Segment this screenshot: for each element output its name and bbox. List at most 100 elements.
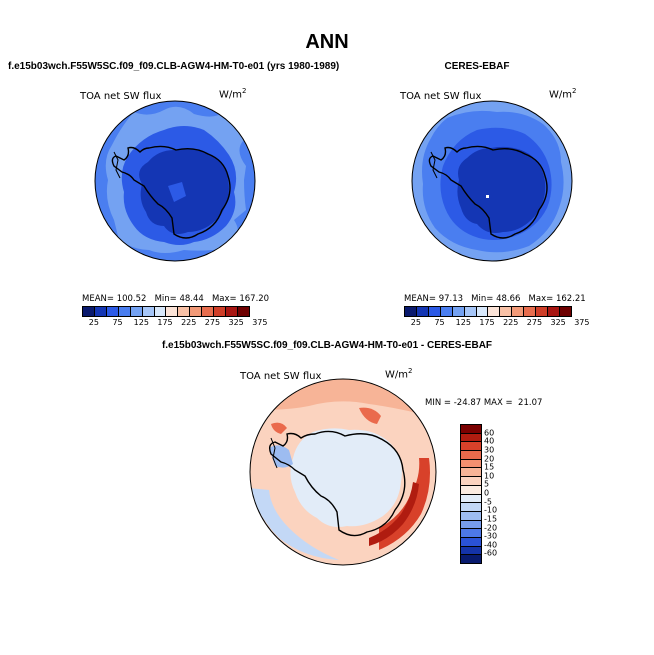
obs-map-border (411, 100, 573, 262)
diff-units-label: W/m2 (385, 367, 413, 381)
diff-colorbar-tick-label: -20 (484, 523, 498, 532)
obs-variable-label: TOA net SW flux (400, 91, 482, 102)
model-colorbar-ticks: 25 75 125 175 225 275 325 375 (82, 318, 268, 330)
diff-polar-map (249, 378, 437, 566)
obs-colorbar-tick-label: 375 (574, 318, 590, 327)
model-colorbar-swatch (166, 307, 179, 316)
diff-colorbar-swatch (461, 494, 481, 504)
obs-colorbar-swatch (488, 307, 501, 316)
diff-colorbar-tick-label: -15 (484, 514, 498, 524)
diff-minmax: MIN = -24.87 MAX = 21.07 (425, 398, 543, 408)
model-map-border (94, 100, 256, 262)
obs-colorbar-tick-label: 125 (455, 318, 471, 327)
diff-continent-neutral (290, 428, 402, 527)
model-colorbar-swatch (202, 307, 215, 316)
diff-colorbar-swatch (461, 459, 481, 469)
diff-colorbar-tick-label: -30 (484, 531, 498, 541)
diff-colorbar-tick-label: 20 (484, 454, 495, 463)
obs-colorbar-swatch (464, 307, 477, 316)
diff-north-red-patch (359, 407, 381, 424)
model-colorbar-tick-label: 175 (157, 318, 173, 327)
model-units-label: W/m2 (219, 87, 247, 101)
diff-colorbar-tick-label: 30 (484, 445, 495, 455)
obs-colorbar-swatch (524, 307, 537, 316)
model-colorbar-swatch (178, 307, 191, 316)
diff-southeast-darkred (369, 482, 419, 546)
obs-colorbar-swatch (452, 307, 465, 316)
obs-colorbar-swatch (405, 307, 417, 316)
diff-colorbar-tick-label: -5 (484, 497, 492, 507)
model-colorbar-tick-label: 25 (88, 318, 99, 327)
model-colorbar-tick-label: 375 (252, 318, 268, 327)
obs-colorbar-tick-label: 25 (410, 318, 421, 327)
model-colorbar-swatch (94, 307, 107, 316)
diff-colorbar-swatch (461, 537, 481, 547)
diff-colorbar-swatch (461, 433, 481, 443)
diff-colorbar-tick-label: 15 (484, 462, 495, 472)
model-colorbar-tick-label: 75 (112, 318, 123, 327)
diff-colorbar-swatch (461, 503, 481, 512)
obs-colorbar-tick-label: 75 (434, 318, 445, 327)
obs-missing-pixel (486, 195, 489, 198)
diff-colorbar-swatch (461, 520, 481, 530)
model-colorbar-swatch (226, 307, 238, 316)
obs-colorbar-ticks: 25 75 125 175 225 275 325 375 (404, 318, 590, 330)
obs-colorbar-tick-label: 175 (479, 318, 495, 327)
diff-colorbar-swatch (461, 546, 481, 556)
diff-map-border (249, 378, 437, 566)
diff-colorbar-tick-label: 60 (484, 428, 495, 438)
model-panel-title: f.e15b03wch.F55W5SC.f09_f09.CLB-AGW4-HM-… (8, 61, 340, 72)
model-colorbar-swatch (130, 307, 143, 316)
diff-variable-label: TOA net SW flux (240, 371, 322, 382)
model-stats: MEAN= 100.52 Min= 48.44 Max= 167.20 (82, 294, 270, 304)
diff-colorbar-swatch (461, 529, 481, 538)
model-colorbar-swatch (190, 307, 203, 316)
diff-colorbar-tick-label: 10 (484, 471, 495, 481)
obs-peninsula-islands (430, 151, 438, 179)
diff-colorbar-swatch (461, 477, 481, 486)
obs-colorbar-tick-label: 275 (526, 318, 543, 327)
obs-polar-map (411, 100, 573, 262)
model-polar-map (94, 100, 256, 262)
model-colorbar-tick-label: 325 (228, 318, 244, 327)
diff-southwest-blue (250, 488, 339, 560)
obs-colorbar-swatch (536, 307, 549, 316)
diff-antarctica-coastline (268, 430, 406, 537)
model-colorbar-tick-label: 125 (133, 318, 149, 327)
diff-colorbar-tick-label: -40 (484, 540, 498, 550)
diff-colorbar-tick-label: -60 (484, 548, 498, 558)
model-colorbar-swatch (237, 307, 249, 316)
model-colorbar-swatch (142, 307, 155, 316)
diff-northwest-red-patch (271, 422, 287, 434)
model-colorbar-tick-label: 275 (204, 318, 221, 327)
season-title: ANN (305, 31, 349, 53)
obs-colorbar (404, 306, 572, 317)
obs-units-label: W/m2 (549, 87, 577, 101)
diff-colorbar-tick-label: 0 (484, 488, 490, 498)
obs-antarctica-coastline (428, 145, 548, 239)
obs-colorbar-swatch (512, 307, 525, 316)
diff-colorbar-tick-label: 40 (484, 436, 495, 446)
obs-colorbar-swatch (428, 307, 441, 316)
diff-colorbar-swatch (461, 555, 481, 563)
model-colorbar-swatch (106, 307, 119, 316)
model-variable-label: TOA net SW flux (80, 91, 162, 102)
model-colorbar-tick-label: 225 (181, 318, 197, 327)
diff-panel-title: f.e15b03wch.F55W5SC.f09_f09.CLB-AGW4-HM-… (161, 340, 493, 351)
diff-colorbar-swatch (461, 511, 481, 521)
obs-colorbar-swatch (500, 307, 513, 316)
model-colorbar-swatch (83, 307, 95, 316)
obs-colorbar-swatch (416, 307, 429, 316)
obs-colorbar-swatch (559, 307, 571, 316)
obs-colorbar-tick-label: 225 (503, 318, 519, 327)
diff-colorbar-tick-label: 5 (484, 479, 490, 489)
obs-stats: MEAN= 97.13 Min= 48.66 Max= 162.21 (404, 294, 586, 304)
model-sw-patch (168, 182, 186, 202)
diff-colorbar-swatch (461, 451, 481, 460)
diff-colorbar-swatch (461, 485, 481, 495)
obs-colorbar-swatch (476, 307, 489, 316)
obs-sw-contour-dark (457, 146, 546, 233)
diff-colorbar-swatch (461, 425, 481, 434)
obs-colorbar-swatch (440, 307, 453, 316)
